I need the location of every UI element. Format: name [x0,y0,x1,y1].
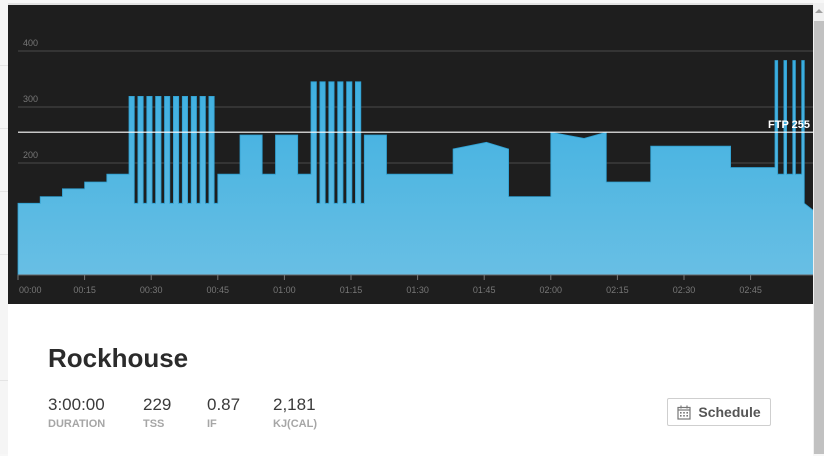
x-tick-label: 00:00 [19,285,42,295]
scrollbar[interactable] [813,3,824,454]
x-tick-label: 00:30 [140,285,163,295]
x-tick-label: 02:15 [606,285,629,295]
x-tick-label: 00:15 [73,285,96,295]
workout-title: Rockhouse [48,343,189,373]
stat-kj: 2,181 KJ(CAL) [273,395,317,430]
x-tick-label: 01:45 [473,285,496,295]
x-tick-label: 02:30 [673,285,696,295]
stat-label: IF [207,418,217,430]
ftp-label: FTP 255 [768,119,810,131]
stat-label: KJ(CAL) [273,418,317,430]
y-tick-label-400: 400 [23,38,38,48]
scroll-up-arrow-icon[interactable] [815,9,823,13]
background-page [0,0,8,454]
schedule-button[interactable]: Schedule [667,398,771,426]
stat-value: 0.87 [207,395,241,414]
power-chart-svg: 200 300 400 00:00 00:15 00:30 00:45 01:00 01:15 0… [17,38,813,295]
x-tick-label: 01:00 [273,285,296,295]
stat-value: 229 [143,395,172,414]
y-tick-label-200: 200 [23,150,38,160]
stat-duration: 3:00:00 DURATION [48,395,105,430]
y-tick-label-300: 300 [23,94,38,104]
workout-modal: 200 300 400 00:00 00:15 00:30 00:45 01:00 01:15 0… [8,3,813,456]
x-tick-label: 02:00 [540,285,563,295]
x-tick-label: 01:15 [340,285,363,295]
x-tick-label: 01:30 [406,285,429,295]
scrollbar-thumb[interactable] [814,21,824,454]
power-chart: 200 300 400 00:00 00:15 00:30 00:45 01:00 01:15 0… [8,5,813,304]
stat-value: 3:00:00 [48,395,105,414]
power-area [17,60,813,276]
stat-if: 0.87 IF [207,395,240,430]
calendar-icon [677,405,691,420]
stat-tss: 229 TSS [143,395,171,430]
x-tick-label: 02:45 [739,285,762,295]
stat-value: 2,181 [273,395,316,414]
stat-label: TSS [143,418,165,430]
x-tick-label: 00:45 [207,285,230,295]
stat-label: DURATION [48,418,106,430]
schedule-label: Schedule [698,404,761,420]
